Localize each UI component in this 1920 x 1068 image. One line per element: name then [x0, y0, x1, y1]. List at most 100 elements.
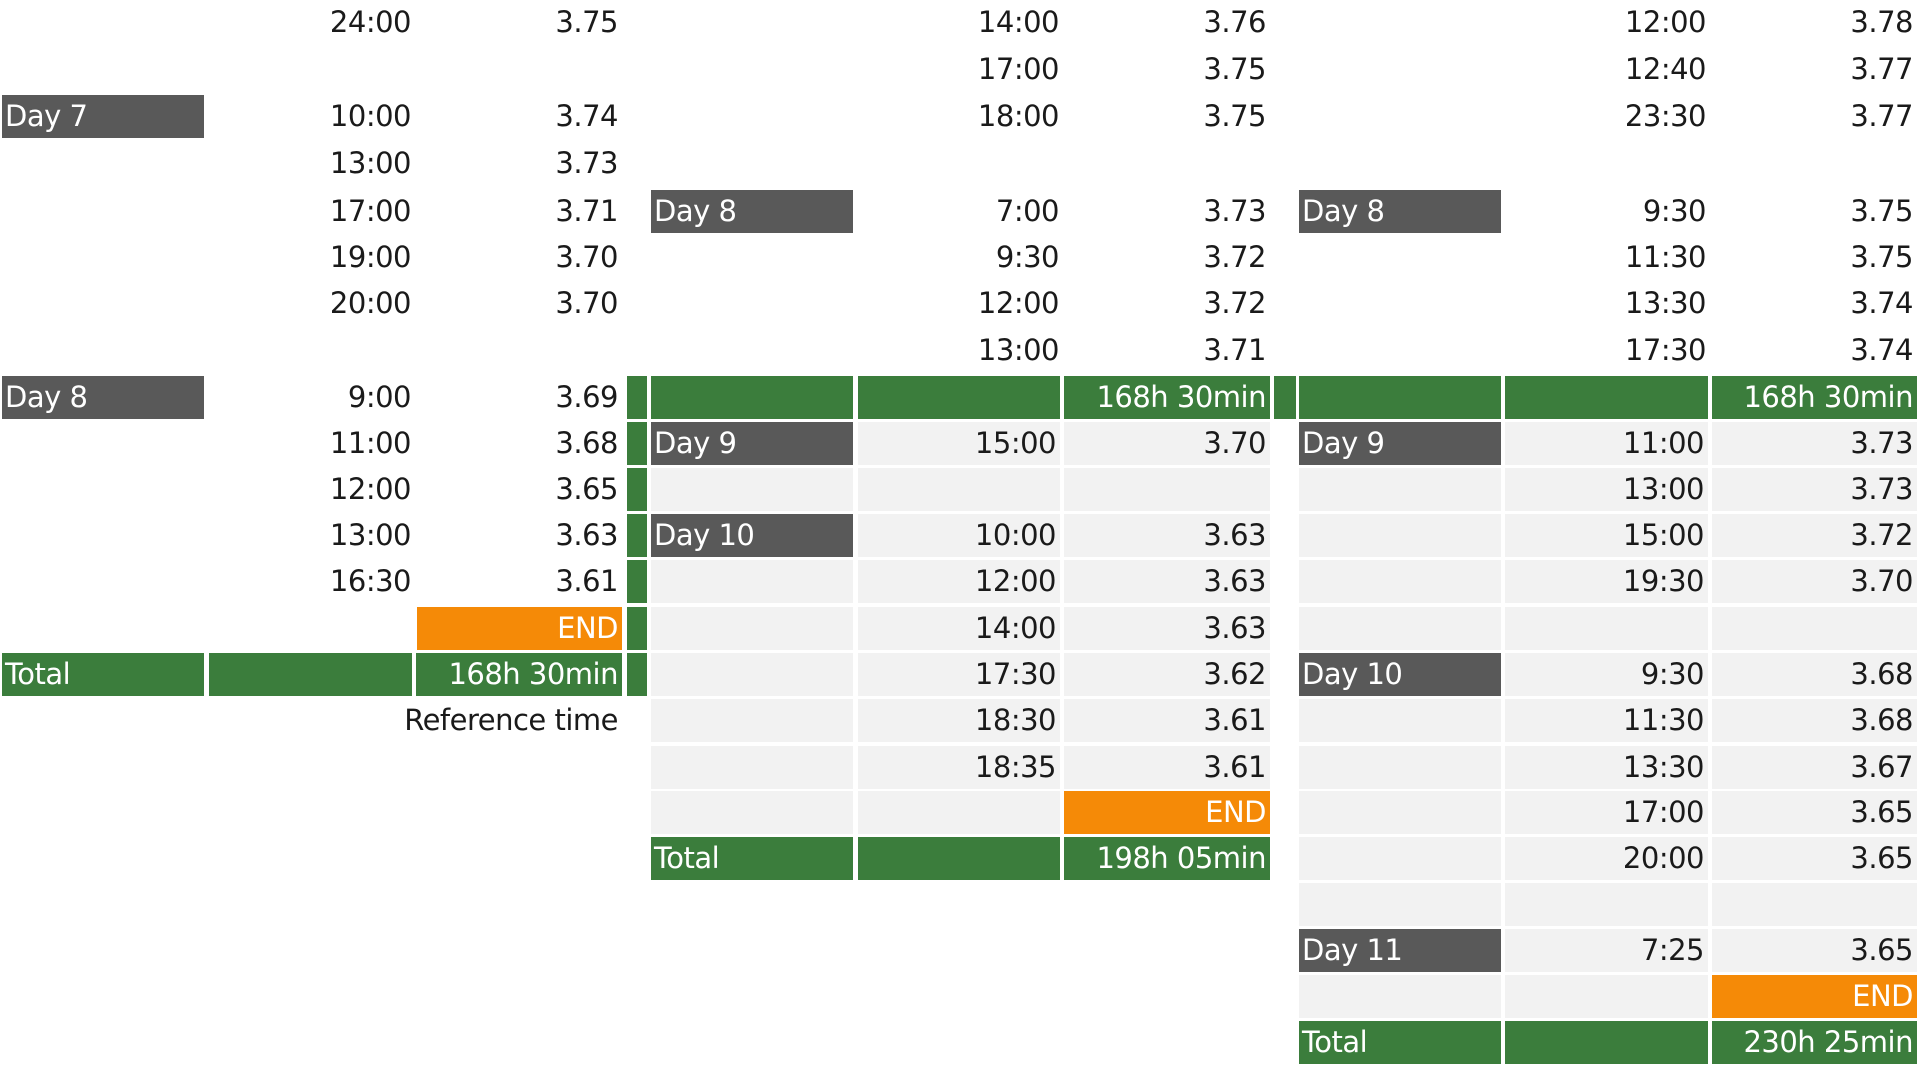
reference-spacer [1505, 376, 1708, 419]
time-cell: 17:00 [329, 194, 412, 228]
value-cell: 3.74 [1850, 333, 1913, 367]
empty-cell [1299, 837, 1501, 880]
total-label: Total [2, 653, 204, 696]
reference-value: 168h 30min [1064, 376, 1270, 419]
empty-cell [1299, 468, 1501, 511]
time-cell: 9:00 [347, 380, 412, 414]
total-spacer [1505, 1021, 1708, 1064]
end-marker: END [1064, 791, 1270, 834]
empty-cell [1505, 975, 1708, 1018]
empty-cell [1299, 746, 1501, 789]
empty-cell [651, 699, 853, 742]
empty-cell [858, 468, 1060, 511]
time-cell: 13:00 [977, 333, 1060, 367]
value-cell: 3.70 [555, 286, 618, 320]
value-cell: 3.68 [555, 426, 618, 460]
time-cell: 13:30 [1624, 286, 1707, 320]
time-cell: 13:30 [1505, 746, 1708, 789]
empty-cell [1299, 699, 1501, 742]
value-cell: 3.68 [1712, 699, 1917, 742]
time-cell: 14:00 [858, 607, 1060, 650]
empty-cell [1299, 883, 1501, 926]
connector-strip [627, 514, 647, 557]
empty-cell [651, 607, 853, 650]
day-label: Day 8 [2, 376, 204, 419]
total-spacer [858, 837, 1060, 880]
value-cell: 3.65 [1712, 791, 1917, 834]
value-cell: 3.75 [1203, 99, 1266, 133]
empty-cell [1299, 514, 1501, 557]
time-cell: 7:00 [995, 194, 1060, 228]
value-cell: 3.62 [1064, 653, 1270, 696]
total-spacer [209, 653, 412, 696]
time-cell: 17:00 [1505, 791, 1708, 834]
time-cell: 11:00 [1505, 422, 1708, 465]
empty-cell [651, 468, 853, 511]
time-cell: 20:00 [329, 286, 412, 320]
value-cell: 3.78 [1850, 5, 1913, 39]
value-cell: 3.74 [1850, 286, 1913, 320]
value-cell: 3.61 [1064, 699, 1270, 742]
empty-cell [651, 791, 853, 834]
value-cell: 3.63 [1064, 514, 1270, 557]
time-cell: 10:00 [858, 514, 1060, 557]
value-cell: 3.65 [1712, 929, 1917, 972]
day-label: Day 11 [1299, 929, 1501, 972]
empty-cell [1299, 560, 1501, 603]
connector-strip [627, 376, 647, 419]
time-cell: 11:30 [1624, 240, 1707, 274]
time-cell: 11:00 [329, 426, 412, 460]
empty-cell [1299, 975, 1501, 1018]
value-cell: 3.73 [1203, 194, 1266, 228]
day-label: Day 7 [2, 95, 204, 138]
value-cell: 3.65 [555, 472, 618, 506]
reference-spacer [651, 376, 853, 419]
total-label: Total [1299, 1021, 1501, 1064]
time-cell: 24:00 [329, 5, 412, 39]
value-cell: 3.77 [1850, 99, 1913, 133]
value-cell: 3.63 [555, 518, 618, 552]
time-cell: 13:00 [329, 146, 412, 180]
time-cell: 16:30 [329, 564, 412, 598]
empty-cell [1505, 607, 1708, 650]
value-cell: 3.68 [1712, 653, 1917, 696]
connector-strip [627, 560, 647, 603]
time-cell: 12:00 [1624, 5, 1707, 39]
day-label: Day 10 [651, 514, 853, 557]
value-cell: 3.61 [1064, 746, 1270, 789]
time-cell: 15:00 [1505, 514, 1708, 557]
empty-cell [1299, 607, 1501, 650]
time-cell: 12:00 [329, 472, 412, 506]
time-cell: 7:25 [1505, 929, 1708, 972]
time-cell: 13:00 [1505, 468, 1708, 511]
time-cell: 23:30 [1624, 99, 1707, 133]
time-cell: 18:35 [858, 746, 1060, 789]
empty-cell [651, 746, 853, 789]
total-value: 168h 30min [416, 653, 622, 696]
reference-spacer [1299, 376, 1501, 419]
time-cell: 9:30 [1642, 194, 1707, 228]
value-cell: 3.75 [1203, 52, 1266, 86]
value-cell: 3.73 [1712, 468, 1917, 511]
connector-strip [627, 468, 647, 511]
time-cell: 13:00 [329, 518, 412, 552]
empty-cell [1064, 468, 1270, 511]
value-cell: 3.76 [1203, 5, 1266, 39]
total-value: 230h 25min [1712, 1021, 1917, 1064]
value-cell: 3.74 [555, 99, 618, 133]
value-cell: 3.77 [1850, 52, 1913, 86]
value-cell: 3.75 [1850, 240, 1913, 274]
connector-strip [627, 653, 647, 696]
connector-strip [627, 607, 647, 650]
value-cell: 3.73 [555, 146, 618, 180]
value-cell: 3.71 [555, 194, 618, 228]
reference-value: 168h 30min [1712, 376, 1917, 419]
day-label: Day 10 [1299, 653, 1501, 696]
value-cell: 3.75 [555, 5, 618, 39]
time-cell: 12:00 [858, 560, 1060, 603]
value-cell: 3.75 [1850, 194, 1913, 228]
reference-time-label: Reference time [404, 703, 618, 737]
value-cell: 3.72 [1203, 240, 1266, 274]
reference-spacer [858, 376, 1060, 419]
day-label: Day 8 [651, 190, 853, 233]
